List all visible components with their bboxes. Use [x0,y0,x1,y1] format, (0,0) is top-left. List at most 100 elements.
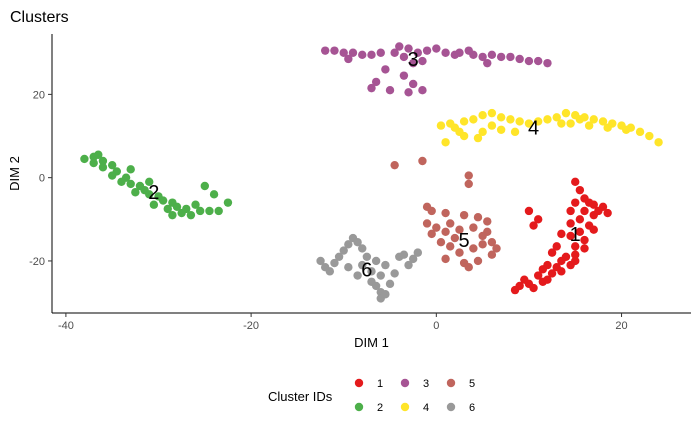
cluster-2-point [158,196,168,205]
cluster-5-point [427,206,436,216]
cluster-3-point [381,65,390,74]
cluster-1-point [589,225,598,234]
cluster-3-point [371,77,381,87]
cluster-3-point [533,56,543,66]
cluster-5-point [441,227,450,236]
cluster-3-point [515,54,524,64]
cluster-4-point [441,138,450,147]
cluster-5-point [427,229,436,239]
cluster-2-point [177,208,186,218]
cluster-5-point [483,217,492,226]
cluster-6-point [381,290,390,299]
cluster-4-points [436,108,663,147]
cluster-5-point [492,244,501,253]
cluster-4-point [552,113,561,122]
legend-label-3: 3 [423,378,429,390]
cluster-4-point [598,117,608,126]
cluster-3-point [390,48,399,57]
cluster-5-point [469,223,478,232]
cluster-3-point [404,88,413,97]
cluster-1-point [520,275,529,284]
cluster-6-point [358,244,367,253]
cluster-3-point [413,48,423,57]
cluster-5-point [464,179,473,189]
cluster-5-point [464,262,473,272]
cluster-1-point [603,208,612,218]
cluster-1-point [575,185,585,195]
cluster-3-point [483,58,492,68]
cluster-5-point [464,171,473,180]
cluster-2-point [172,202,182,212]
cluster-1-point [524,206,534,216]
cluster-2-point [131,188,140,197]
legend-label-4: 4 [423,402,429,414]
cluster-2-point [145,190,154,199]
cluster-4-point [515,117,524,126]
cluster-3-point [320,46,330,55]
cluster-6-point [339,246,348,255]
cluster-2-point [214,206,223,216]
cluster-6-point [334,252,344,261]
cluster-6-point [353,271,362,280]
cluster-6-point [358,260,367,270]
cluster-1-point [571,250,580,259]
cluster-5-point [446,219,455,228]
cluster-3-point [367,83,376,93]
cluster-5-point [478,240,487,249]
cluster-4-point [487,121,497,130]
cluster-3-point [455,48,464,57]
cluster-2-point [126,179,135,189]
cluster-2-point [89,158,98,168]
cluster-2-point [195,206,205,216]
cluster-label-6: 6 [361,259,372,281]
cluster-4-point [455,127,464,137]
legend-label-5: 5 [469,378,475,390]
cluster-3-point [408,58,418,68]
cluster-label-4: 4 [528,118,539,140]
cluster-4-point [635,127,645,137]
cluster-1-point [584,198,594,207]
cluster-1-point [580,206,589,216]
cluster-label-3: 3 [408,49,419,71]
cluster-6-point [376,271,385,280]
cluster-labels: 1 2 3 4 5 6 [148,49,580,281]
cluster-5-point [473,256,483,266]
cluster-4-point [436,121,446,130]
cluster-3-point [376,48,385,57]
legend-label-1: 1 [377,378,383,390]
x-tick-label: 0 [433,320,439,332]
cluster-3-point [441,48,450,57]
cluster-2-point [98,156,108,166]
cluster-1-point [566,206,575,216]
cluster-1-point [580,235,589,245]
cluster-2-point [191,200,200,209]
cluster-2-point [107,171,117,180]
cluster-6-points [316,233,423,303]
x-axis-title: DIM 1 [354,335,389,350]
cluster-2-point [205,206,214,216]
cluster-3-point [506,52,515,62]
cluster-6-point [344,240,353,249]
cluster-1-point [557,229,566,239]
axes: -40 -20 0 20 -20 0 20 [29,34,691,332]
cluster-4-point [589,115,598,124]
legend-key-6 [446,402,456,412]
cluster-6-point [381,260,390,270]
cluster-6-point [371,281,381,291]
cluster-6-point [385,279,395,289]
cluster-3-point [524,56,534,66]
cluster-4-point [478,127,487,137]
cluster-5-point [455,248,464,257]
cluster-5-point [473,213,483,222]
cluster-3-point [348,48,358,57]
cluster-2-point [223,198,233,207]
cluster-1-point [533,215,543,224]
cluster-5-point [459,210,469,220]
cluster-2-point [94,150,103,159]
cluster-3-point [418,56,427,66]
cluster-label-5: 5 [459,230,470,252]
cluster-5-point [450,233,460,243]
y-axis-title: DIM 2 [7,156,22,191]
cluster-3-point [464,46,473,55]
legend: Cluster IDs 1 2 3 4 5 6 [268,378,475,414]
